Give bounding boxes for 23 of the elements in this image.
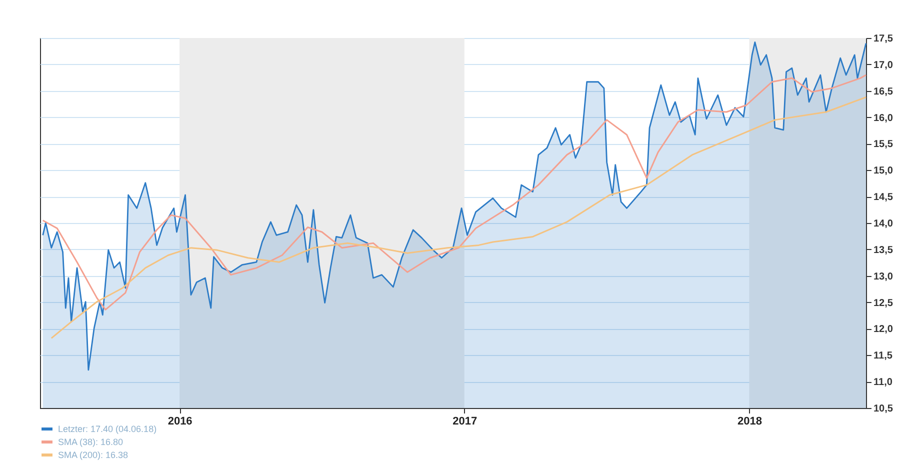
x-tick-label: 2016 bbox=[168, 416, 192, 428]
y-tick-label: 12,5 bbox=[874, 298, 894, 309]
x-tick-label: 2017 bbox=[452, 416, 478, 428]
y-tick-label: 11,5 bbox=[874, 350, 893, 362]
y-tick-label: 13,0 bbox=[874, 271, 894, 282]
x-tick-label: 2018 bbox=[737, 416, 762, 428]
y-tick-label: 14,0 bbox=[874, 218, 894, 230]
y-tick-label: 17,0 bbox=[874, 60, 894, 71]
y-tick-label: 15,0 bbox=[874, 166, 894, 177]
legend-label: Letzter: 17.40 (04.06.18) bbox=[58, 424, 157, 434]
y-tick-label: 15,5 bbox=[874, 139, 894, 150]
y-tick-label: 10,5 bbox=[874, 404, 894, 414]
legend-label: SMA (200): 16.38 bbox=[58, 450, 128, 460]
legend-label: SMA (38): 16.80 bbox=[58, 437, 124, 447]
y-tick-label: 11,0 bbox=[874, 377, 893, 388]
line-series bbox=[42, 74, 867, 310]
y-tick-label: 17,5 bbox=[874, 34, 894, 44]
y-tick-label: 13,5 bbox=[874, 244, 894, 256]
y-tick-label: 16,5 bbox=[874, 86, 894, 98]
y-tick-label: 12,0 bbox=[874, 324, 894, 336]
line-series bbox=[50, 96, 867, 339]
y-tick-label: 14,5 bbox=[874, 192, 894, 204]
y-tick-label: 16,0 bbox=[874, 112, 894, 124]
